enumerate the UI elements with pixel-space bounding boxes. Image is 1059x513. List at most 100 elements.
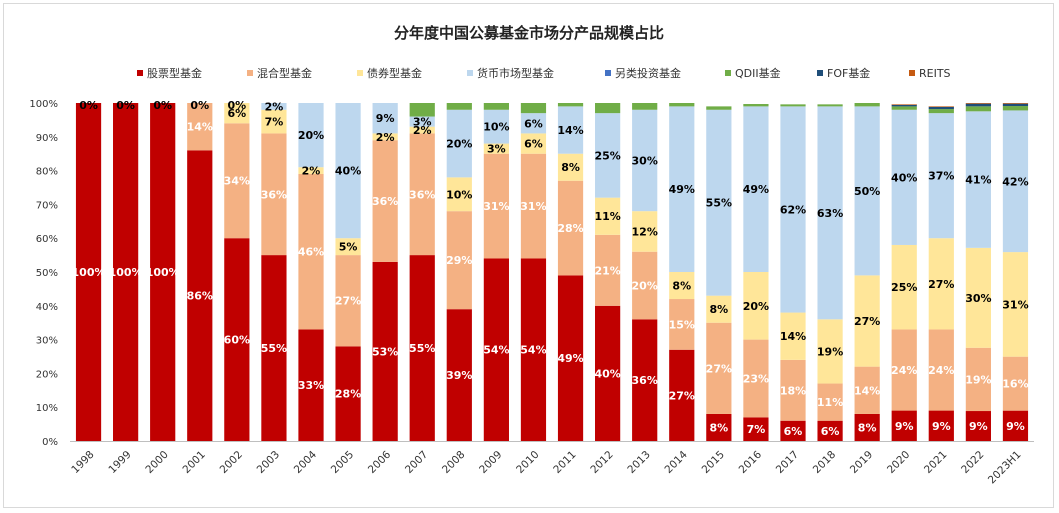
bar-segment-QDII基金[interactable] <box>1002 106 1029 111</box>
bar-segment-货币市场型基金[interactable] <box>335 103 361 239</box>
bar-segment-混合型基金[interactable] <box>298 173 324 330</box>
bar-segment-债券型基金[interactable] <box>520 133 547 154</box>
bar-segment-股票型基金[interactable] <box>669 349 695 441</box>
bar-segment-QDII基金[interactable] <box>669 103 695 107</box>
bar-segment-QDII基金[interactable] <box>891 106 917 110</box>
bar-segment-QDII基金[interactable] <box>595 103 621 114</box>
bar-segment-债券型基金[interactable] <box>965 247 991 348</box>
bar-segment-QDII基金[interactable] <box>632 103 658 110</box>
bar-segment-货币市场型基金[interactable] <box>817 106 843 320</box>
legend-item-5[interactable]: QDII基金 <box>725 66 781 80</box>
legend-item-0[interactable]: 股票型基金 <box>137 66 202 80</box>
bar-segment-货币市场型基金[interactable] <box>483 109 509 144</box>
bar-segment-股票型基金[interactable] <box>298 329 324 441</box>
bar-segment-货币市场型基金[interactable] <box>965 111 991 248</box>
bar-segment-债券型基金[interactable] <box>743 272 769 340</box>
bar-segment-股票型基金[interactable] <box>1002 410 1029 441</box>
bar-segment-股票型基金[interactable] <box>632 319 658 441</box>
bar-segment-QDII基金[interactable] <box>965 106 991 112</box>
bar-segment-QDII基金[interactable] <box>854 103 880 107</box>
legend-item-7[interactable]: REITS <box>909 67 951 80</box>
bar-segment-货币市场型基金[interactable] <box>706 109 732 296</box>
bar-segment-QDII基金[interactable] <box>928 109 954 114</box>
bar-segment-混合型基金[interactable] <box>706 322 732 414</box>
bar-segment-股票型基金[interactable] <box>780 420 806 441</box>
bar-segment-FOF基金[interactable] <box>965 103 991 107</box>
bar-segment-债券型基金[interactable] <box>372 133 398 141</box>
bar-segment-股票型基金[interactable] <box>706 413 732 441</box>
bar-segment-债券型基金[interactable] <box>409 126 435 134</box>
bar-segment-FOF基金[interactable] <box>1002 103 1029 107</box>
bar-segment-混合型基金[interactable] <box>483 153 509 259</box>
bar-segment-REITS[interactable] <box>928 106 954 107</box>
bar-segment-货币市场型基金[interactable] <box>780 106 806 313</box>
bar-segment-股票型基金[interactable] <box>409 255 435 441</box>
bar-segment-货币市场型基金[interactable] <box>261 103 287 110</box>
bar-segment-股票型基金[interactable] <box>743 417 769 441</box>
bar-segment-FOF基金[interactable] <box>928 106 954 110</box>
bar-segment-混合型基金[interactable] <box>187 103 213 151</box>
bar-segment-QDII基金[interactable] <box>446 103 472 110</box>
bar-segment-混合型基金[interactable] <box>669 299 695 350</box>
bar-segment-QDII基金[interactable] <box>817 104 843 107</box>
bar-segment-货币市场型基金[interactable] <box>372 103 398 134</box>
bar-segment-债券型基金[interactable] <box>224 103 250 124</box>
bar-segment-债券型基金[interactable] <box>595 197 621 235</box>
bar-segment-混合型基金[interactable] <box>595 234 621 306</box>
bar-segment-股票型基金[interactable] <box>187 150 213 441</box>
bar-segment-股票型基金[interactable] <box>372 261 398 441</box>
bar-segment-货币市场型基金[interactable] <box>298 103 324 168</box>
bar-segment-股票型基金[interactable] <box>335 346 361 441</box>
bar-segment-股票型基金[interactable] <box>75 103 102 441</box>
bar-segment-债券型基金[interactable] <box>335 238 361 256</box>
bar-segment-混合型基金[interactable] <box>854 366 880 414</box>
bar-segment-股票型基金[interactable] <box>595 305 621 441</box>
bar-segment-混合型基金[interactable] <box>928 329 954 411</box>
bar-segment-REITS[interactable] <box>965 103 991 104</box>
bar-segment-货币市场型基金[interactable] <box>595 113 621 198</box>
bar-segment-股票型基金[interactable] <box>891 410 917 441</box>
bar-segment-债券型基金[interactable] <box>669 272 695 300</box>
bar-segment-股票型基金[interactable] <box>446 309 472 441</box>
bar-segment-股票型基金[interactable] <box>817 420 843 441</box>
bar-segment-货币市场型基金[interactable] <box>446 109 472 178</box>
bar-segment-债券型基金[interactable] <box>261 109 287 134</box>
bar-segment-债券型基金[interactable] <box>854 275 880 367</box>
bar-segment-混合型基金[interactable] <box>743 339 769 418</box>
bar-segment-股票型基金[interactable] <box>261 255 287 441</box>
bar-segment-混合型基金[interactable] <box>520 153 547 259</box>
bar-segment-股票型基金[interactable] <box>928 410 954 441</box>
bar-segment-QDII基金[interactable] <box>557 103 584 107</box>
bar-segment-货币市场型基金[interactable] <box>928 113 954 239</box>
bar-segment-股票型基金[interactable] <box>483 258 509 441</box>
bar-segment-货币市场型基金[interactable] <box>632 109 658 212</box>
bar-segment-股票型基金[interactable] <box>113 103 139 441</box>
bar-segment-QDII基金[interactable] <box>706 106 732 110</box>
bar-segment-债券型基金[interactable] <box>928 238 954 330</box>
bar-segment-债券型基金[interactable] <box>557 153 584 181</box>
bar-segment-股票型基金[interactable] <box>224 238 250 441</box>
bar-segment-货币市场型基金[interactable] <box>854 106 880 276</box>
bar-segment-债券型基金[interactable] <box>706 295 732 323</box>
bar-segment-QDII基金[interactable] <box>743 104 769 107</box>
bar-segment-股票型基金[interactable] <box>520 258 547 441</box>
bar-segment-混合型基金[interactable] <box>409 133 435 256</box>
bar-segment-债券型基金[interactable] <box>632 211 658 252</box>
bar-segment-混合型基金[interactable] <box>632 251 658 320</box>
bar-segment-混合型基金[interactable] <box>965 347 991 412</box>
bar-segment-QDII基金[interactable] <box>520 103 547 114</box>
bar-segment-QDII基金[interactable] <box>409 103 435 117</box>
bar-segment-混合型基金[interactable] <box>261 133 287 256</box>
bar-segment-债券型基金[interactable] <box>891 244 917 330</box>
bar-segment-股票型基金[interactable] <box>965 411 991 441</box>
legend-item-4[interactable]: 另类投资基金 <box>605 66 681 80</box>
bar-segment-混合型基金[interactable] <box>372 140 398 262</box>
bar-segment-债券型基金[interactable] <box>1002 252 1029 357</box>
bar-segment-股票型基金[interactable] <box>150 103 176 441</box>
bar-segment-货币市场型基金[interactable] <box>743 106 769 272</box>
bar-segment-REITS[interactable] <box>1002 103 1029 104</box>
bar-segment-债券型基金[interactable] <box>298 167 324 174</box>
bar-segment-混合型基金[interactable] <box>891 329 917 411</box>
bar-segment-FOF基金[interactable] <box>891 104 917 107</box>
bar-segment-货币市场型基金[interactable] <box>669 106 695 272</box>
